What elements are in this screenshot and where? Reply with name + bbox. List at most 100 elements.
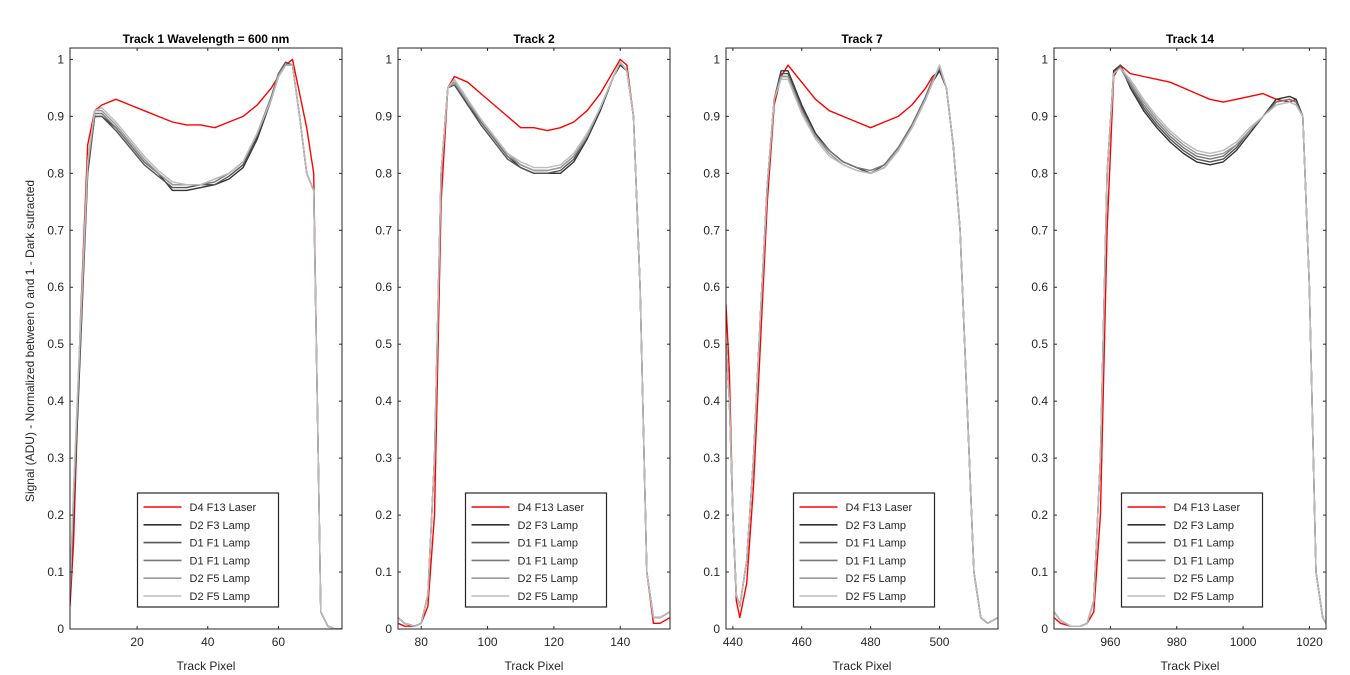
x-tick-label: 500 xyxy=(929,635,949,649)
y-tick-label: 0.4 xyxy=(375,394,392,408)
axes-box xyxy=(1053,47,1327,630)
y-tick-label: 0.6 xyxy=(375,280,392,294)
y-tick-label: 0.9 xyxy=(47,109,64,123)
y-tick-label: 0.4 xyxy=(47,394,64,408)
y-tick-label: 0.1 xyxy=(703,565,720,579)
legend-entry: D4 F13 Laser xyxy=(190,502,257,514)
y-tick-label: 0.1 xyxy=(375,565,392,579)
y-tick-label: 0 xyxy=(1041,622,1048,636)
x-tick-label: 960 xyxy=(1100,635,1120,649)
y-tick-label: 1 xyxy=(713,52,720,66)
y-tick-label: 1 xyxy=(57,52,64,66)
series-line-6 xyxy=(1054,67,1326,627)
x-axis-label: Track Pixel xyxy=(505,659,564,673)
chart-panel-1: 0 0.1 0.2 0.3 0.4 0.5 0.6 0.7 0.8 0.9 1 20 40 60 Track… xyxy=(47,32,343,673)
y-tick-label: 0.5 xyxy=(47,337,64,351)
legend: D4 F13 Laser D2 F3 Lamp D1 F1 Lamp D1 F1 La… xyxy=(464,492,608,608)
y-tick-label: 0.8 xyxy=(47,166,64,180)
legend-box xyxy=(1120,492,1264,608)
chart-title: Track 2 xyxy=(513,32,555,46)
y-tick-label: 0.6 xyxy=(47,280,64,294)
x-tick-label: 60 xyxy=(272,635,286,649)
axes-box xyxy=(725,47,999,630)
x-tick-label: 460 xyxy=(792,635,812,649)
legend-entry: D1 F1 Lamp xyxy=(846,555,907,567)
x-axis-label: Track Pixel xyxy=(1161,659,1220,673)
legend-entry: D4 F13 Laser xyxy=(1174,502,1241,514)
y-tick-label: 0 xyxy=(57,622,64,636)
y-tick-label: 0.6 xyxy=(703,280,720,294)
legend-entry: D2 F5 Lamp xyxy=(518,573,579,585)
axes-box xyxy=(397,47,671,630)
x-tick-label: 1000 xyxy=(1230,635,1257,649)
y-tick-label: 0.3 xyxy=(47,451,64,465)
series-line-6 xyxy=(70,64,342,629)
legend-box xyxy=(792,492,936,608)
series-line-6 xyxy=(726,64,998,624)
y-tick-label: 0.8 xyxy=(1031,166,1048,180)
y-axis-label: Signal (ADU) - Normalized between 0 and … xyxy=(23,180,37,502)
y-tick-label: 1 xyxy=(1041,52,1048,66)
y-tick-label: 0.7 xyxy=(47,223,64,237)
chart-title: Track 7 xyxy=(841,32,883,46)
y-tick-label: 0.1 xyxy=(47,565,64,579)
legend-box xyxy=(136,492,280,608)
legend-entry: D2 F3 Lamp xyxy=(846,520,907,532)
y-tick-label: 0.2 xyxy=(703,508,720,522)
y-tick-label: 0.2 xyxy=(47,508,64,522)
legend-entry: D2 F5 Lamp xyxy=(846,573,907,585)
x-axis-label: Track Pixel xyxy=(833,659,892,673)
legend-entry: D1 F1 Lamp xyxy=(518,538,579,550)
series-group xyxy=(70,58,342,629)
y-tick-label: 0.4 xyxy=(703,394,720,408)
x-axis-label: Track Pixel xyxy=(177,659,236,673)
x-tick-label: 980 xyxy=(1167,635,1187,649)
x-tick-label: 80 xyxy=(415,635,429,649)
y-tick-label: 0.2 xyxy=(1031,508,1048,522)
legend-entry: D2 F5 Lamp xyxy=(846,591,907,603)
legend-entry: D2 F5 Lamp xyxy=(1174,591,1235,603)
legend: D4 F13 Laser D2 F3 Lamp D1 F1 Lamp D1 F1 La… xyxy=(1120,492,1264,608)
legend-entry: D2 F5 Lamp xyxy=(1174,573,1235,585)
x-tick-label: 120 xyxy=(544,635,564,649)
y-tick-label: 0.2 xyxy=(375,508,392,522)
legend-entry: D1 F1 Lamp xyxy=(1174,538,1235,550)
y-tick-label: 0.7 xyxy=(703,223,720,237)
legend-entry: D4 F13 Laser xyxy=(846,502,913,514)
y-tick-label: 1 xyxy=(385,52,392,66)
y-tick-label: 0.8 xyxy=(375,166,392,180)
y-tick-label: 0.1 xyxy=(1031,565,1048,579)
chart-title: Track 14 xyxy=(1166,32,1214,46)
legend-entry: D1 F1 Lamp xyxy=(1174,555,1235,567)
legend-entry: D1 F1 Lamp xyxy=(190,538,251,550)
legend: D4 F13 Laser D2 F3 Lamp D1 F1 Lamp D1 F1 La… xyxy=(136,492,280,608)
legend-entry: D2 F3 Lamp xyxy=(518,520,579,532)
y-tick-label: 0.7 xyxy=(1031,223,1048,237)
chart-panel-2: 0 0.1 0.2 0.3 0.4 0.5 0.6 0.7 0.8 0.9 1 80 100 120 140… xyxy=(375,32,671,673)
y-tick-label: 0.5 xyxy=(1031,337,1048,351)
y-tick-label: 0.9 xyxy=(703,109,720,123)
series-group xyxy=(398,58,670,627)
y-tick-label: 0.9 xyxy=(375,109,392,123)
x-tick-label: 40 xyxy=(201,635,215,649)
y-tick-label: 0.3 xyxy=(703,451,720,465)
legend-entry: D2 F5 Lamp xyxy=(518,591,579,603)
y-tick-label: 0.9 xyxy=(1031,109,1048,123)
legend-entry: D1 F1 Lamp xyxy=(190,555,251,567)
axes-box xyxy=(69,47,343,630)
series-group xyxy=(726,64,998,624)
x-tick-label: 20 xyxy=(130,635,144,649)
y-tick-label: 0.5 xyxy=(375,337,392,351)
x-tick-label: 440 xyxy=(723,635,743,649)
x-tick-label: 480 xyxy=(861,635,881,649)
legend-box xyxy=(464,492,608,608)
legend-entry: D2 F5 Lamp xyxy=(190,591,251,603)
legend-entry: D2 F5 Lamp xyxy=(190,573,251,585)
legend-entry: D2 F3 Lamp xyxy=(1174,520,1235,532)
legend-entry: D4 F13 Laser xyxy=(518,502,585,514)
y-tick-label: 0.8 xyxy=(703,166,720,180)
y-tick-label: 0.3 xyxy=(1031,451,1048,465)
y-tick-label: 0.5 xyxy=(703,337,720,351)
legend-entry: D1 F1 Lamp xyxy=(518,555,579,567)
